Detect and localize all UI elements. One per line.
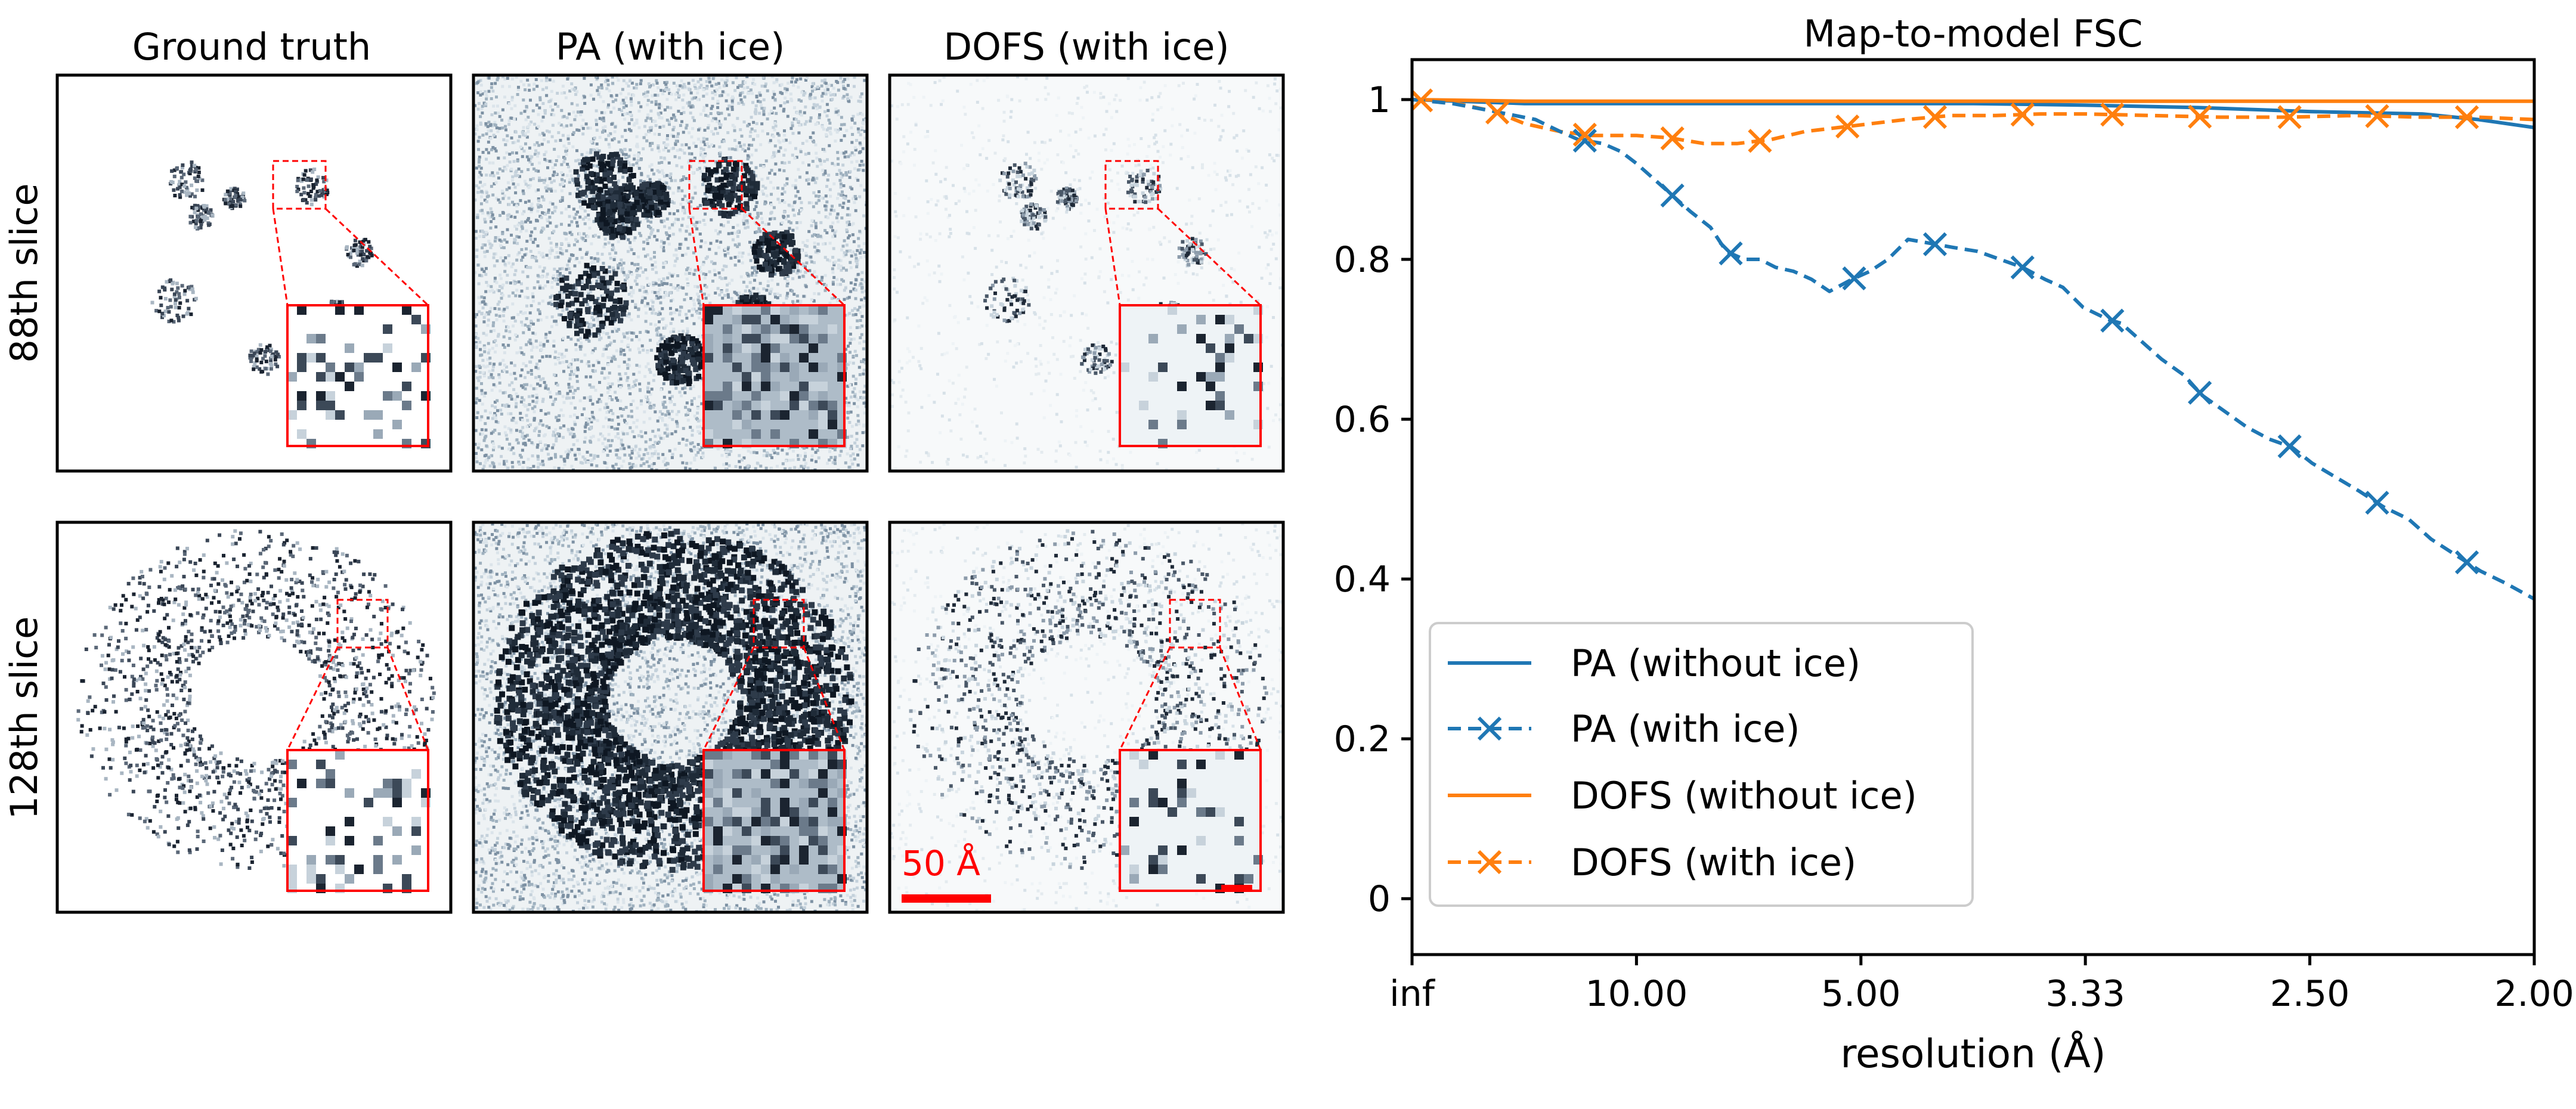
row-label-128th-slice: 128th slice	[2, 617, 46, 820]
zoom-inset-box	[286, 304, 429, 447]
zoom-source-box	[688, 160, 743, 210]
x-tick-label: 3.33	[2045, 973, 2125, 1015]
data-point-marker	[2100, 308, 2125, 333]
series-line-dofs-without-ice	[1412, 98, 2534, 103]
zoom-inset-box	[1119, 749, 1262, 892]
legend-marker-dofs-with-ice	[1477, 850, 1502, 875]
x-tick-label: 10.00	[1586, 973, 1688, 1015]
column-title-dofs-with-ice: DOFS (with ice)	[943, 25, 1229, 69]
scalebar-label: 50 Å	[902, 842, 980, 884]
y-tick-label: 0.6	[1334, 399, 1391, 441]
zoom-source-box	[1169, 599, 1221, 649]
legend-marker-pa-with-ice	[1477, 716, 1502, 741]
zoom-source-box	[1104, 160, 1159, 210]
data-point-marker	[2100, 103, 2125, 127]
row-label-88th-slice: 88th slice	[2, 183, 46, 363]
legend-label-dofs-without-ice: DOFS (without ice)	[1571, 774, 1917, 817]
x-tick-label: 2.50	[2270, 973, 2350, 1015]
legend: PA (without ice) PA (with ice) DOFS (wit…	[1429, 622, 1974, 907]
data-point-marker	[1660, 183, 1685, 207]
data-point-marker	[1719, 241, 1743, 266]
y-tick-label: 0.4	[1334, 559, 1391, 600]
zoom-inset-box	[1119, 304, 1262, 447]
zoom-source-box	[272, 160, 327, 210]
zoom-scalebar	[1221, 885, 1252, 891]
legend-label-dofs-with-ice: DOFS (with ice)	[1571, 841, 1856, 884]
data-point-marker	[1660, 126, 1685, 151]
zoom-inset-box	[702, 749, 846, 892]
data-point-marker	[2454, 105, 2479, 129]
plot-frame	[1410, 58, 2536, 956]
panel-ground-truth-128	[55, 521, 453, 914]
data-point-marker	[2010, 103, 2035, 127]
zoom-inset-box	[702, 304, 846, 447]
x-tick-label: 2.00	[2494, 973, 2574, 1015]
data-point-marker	[1922, 105, 1948, 129]
panel-pa-with-ice-128	[472, 521, 869, 914]
column-title-pa-with-ice: PA (with ice)	[556, 25, 785, 69]
chart-title: Map-to-model FSC	[1804, 12, 2143, 55]
series-line-pa-without-ice	[1412, 98, 2534, 129]
data-point-marker	[1842, 266, 1866, 290]
y-tick-label: 0.2	[1334, 718, 1391, 760]
panel-dofs-with-ice-88	[888, 73, 1285, 473]
x-axis: inf 10.00 5.00 3.33 2.50 2.00	[1389, 955, 2574, 1015]
data-point-marker	[2365, 104, 2389, 128]
data-point-marker	[1572, 122, 1597, 147]
fsc-chart: Map-to-model FSC 0 0.2 0.4 0.6 0.8 1 inf 10.00…	[1334, 12, 2574, 1077]
data-point-marker	[1922, 232, 1948, 256]
x-axis-label: resolution (Å)	[1840, 1031, 2106, 1077]
data-point-marker	[2454, 550, 2479, 575]
data-point-marker	[2188, 104, 2212, 129]
series-line-dofs-with-ice	[1412, 98, 2534, 145]
panel-ground-truth-88	[55, 73, 453, 473]
zoom-source-box	[753, 599, 805, 649]
data-point-marker	[2188, 380, 2212, 405]
data-point-marker	[2277, 434, 2302, 459]
column-title-ground-truth: Ground truth	[132, 25, 371, 69]
series-line-pa-with-ice	[1412, 98, 2534, 601]
x-tick-label: inf	[1389, 973, 1436, 1015]
data-point-marker	[2010, 255, 2035, 280]
data-point-marker	[1572, 128, 1597, 153]
panel-dofs-with-ice-128	[888, 521, 1285, 914]
data-point-marker	[1835, 114, 1860, 139]
y-axis: 0 0.2 0.4 0.6 0.8 1	[1334, 79, 1412, 920]
y-tick-label: 1	[1368, 79, 1391, 121]
data-point-marker	[1485, 100, 1510, 125]
legend-label-pa-without-ice: PA (without ice)	[1571, 642, 1860, 685]
legend-label-pa-with-ice: PA (with ice)	[1571, 707, 1800, 751]
data-point-marker	[2277, 105, 2302, 129]
data-point-marker	[2365, 491, 2389, 515]
scalebar	[902, 894, 991, 903]
zoom-inset-box	[286, 749, 429, 892]
panel-pa-with-ice-88	[472, 73, 869, 473]
data-point-marker	[1412, 88, 1433, 113]
y-tick-label: 0	[1368, 878, 1391, 920]
data-point-marker	[1748, 129, 1772, 153]
zoom-source-box	[336, 599, 389, 649]
y-tick-label: 0.8	[1334, 239, 1391, 281]
x-tick-label: 5.00	[1821, 973, 1901, 1015]
